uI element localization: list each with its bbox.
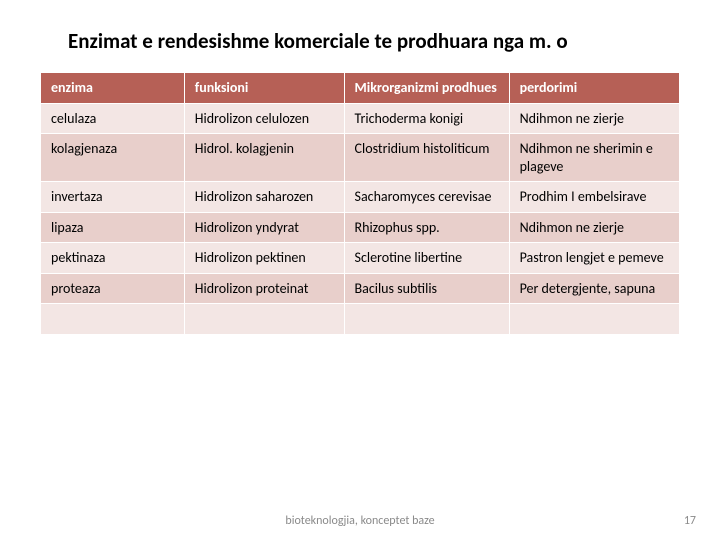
cell	[509, 304, 679, 335]
cell: Hidrolizon proteinat	[184, 273, 344, 304]
cell: Ndihmon ne zierje	[509, 103, 679, 134]
cell: celulaza	[41, 103, 185, 134]
cell: Per detergjente, sapuna	[509, 273, 679, 304]
cell: Hidrolizon celulozen	[184, 103, 344, 134]
footer-caption: bioteknologjia, konceptet baze	[0, 514, 720, 528]
cell	[344, 304, 509, 335]
table-row: pektinaza Hidrolizon pektinen Sclerotine…	[41, 243, 680, 274]
table-row: proteaza Hidrolizon proteinat Bacilus su…	[41, 273, 680, 304]
table-header-row: enzima funksioni Mikrorganizmi prodhues …	[41, 73, 680, 104]
table-row: lipaza Hidrolizon yndyrat Rhizophus spp.…	[41, 212, 680, 243]
cell: Clostridium histoliticum	[344, 134, 509, 182]
enzyme-table: enzima funksioni Mikrorganizmi prodhues …	[40, 72, 680, 335]
cell: kolagjenaza	[41, 134, 185, 182]
cell: Sclerotine libertine	[344, 243, 509, 274]
col-header: perdorimi	[509, 73, 679, 104]
cell: invertaza	[41, 182, 185, 213]
cell: pektinaza	[41, 243, 185, 274]
table-row: invertaza Hidrolizon saharozen Sacharomy…	[41, 182, 680, 213]
cell: lipaza	[41, 212, 185, 243]
cell: Hidrolizon yndyrat	[184, 212, 344, 243]
cell: Rhizophus spp.	[344, 212, 509, 243]
cell	[41, 304, 185, 335]
cell	[184, 304, 344, 335]
table-row: celulaza Hidrolizon celulozen Trichoderm…	[41, 103, 680, 134]
col-header: enzima	[41, 73, 185, 104]
cell: Ndihmon ne zierje	[509, 212, 679, 243]
slide-footer: bioteknologjia, konceptet baze 17	[0, 514, 720, 528]
col-header: Mikrorganizmi prodhues	[344, 73, 509, 104]
cell: Trichoderma konigi	[344, 103, 509, 134]
cell: Hidrolizon saharozen	[184, 182, 344, 213]
col-header: funksioni	[184, 73, 344, 104]
cell: Bacilus subtilis	[344, 273, 509, 304]
slide-title: Enzimat e rendesishme komerciale te prod…	[0, 0, 720, 72]
cell: Hidrol. kolagjenin	[184, 134, 344, 182]
cell: Pastron lengjet e pemeve	[509, 243, 679, 274]
table-row: kolagjenaza Hidrol. kolagjenin Clostridi…	[41, 134, 680, 182]
cell: Sacharomyces cerevisae	[344, 182, 509, 213]
table-row	[41, 304, 680, 335]
cell: proteaza	[41, 273, 185, 304]
cell: Hidrolizon pektinen	[184, 243, 344, 274]
cell: Prodhim I embelsirave	[509, 182, 679, 213]
page-number: 17	[684, 514, 696, 528]
cell: Ndihmon ne sherimin e plageve	[509, 134, 679, 182]
